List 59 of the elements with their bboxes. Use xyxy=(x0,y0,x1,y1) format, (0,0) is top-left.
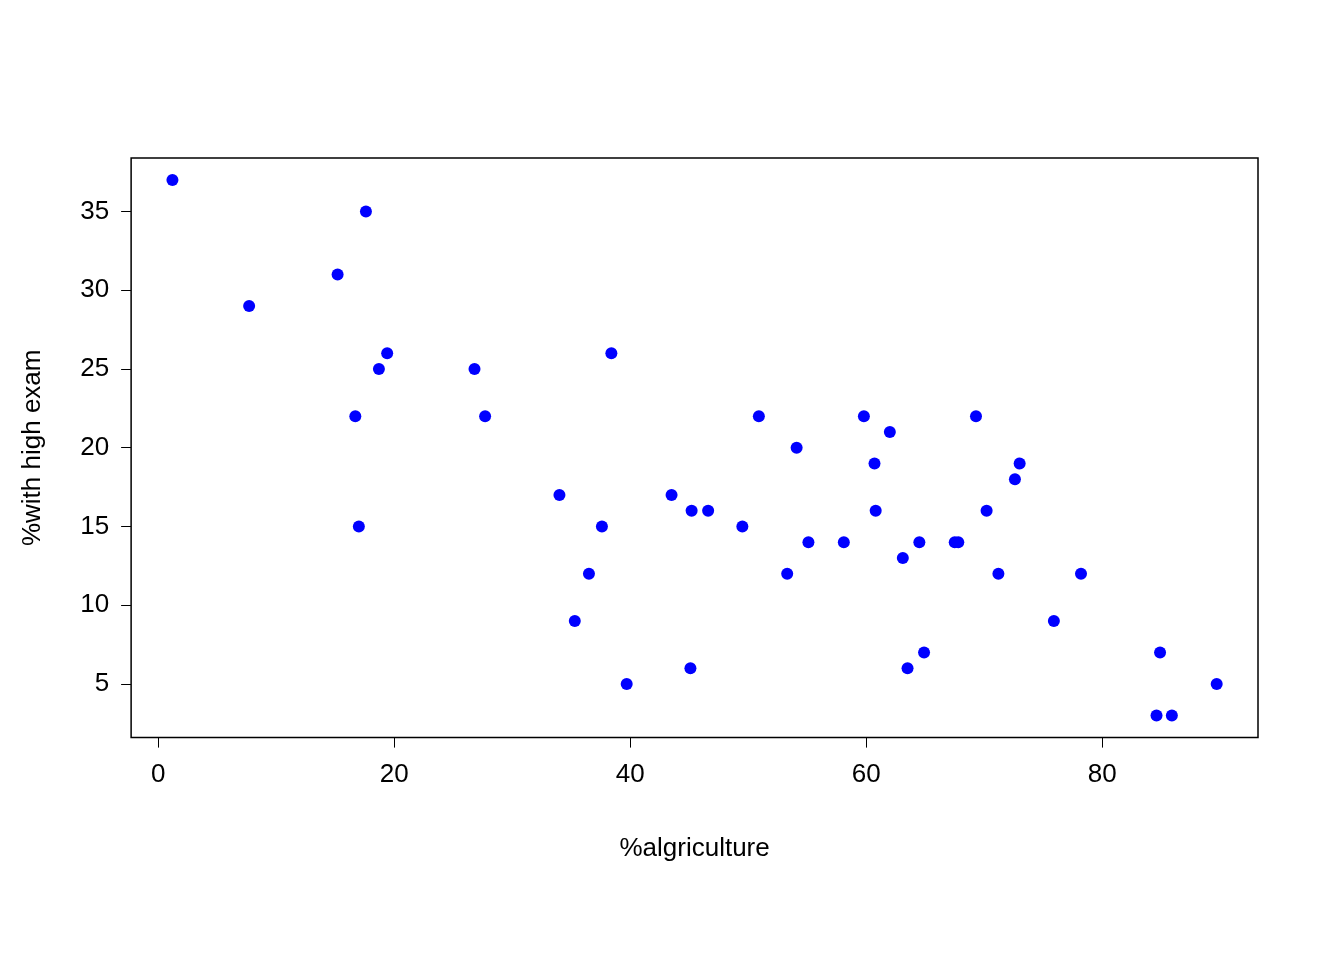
x-tick-label: 80 xyxy=(1087,758,1117,789)
point xyxy=(781,567,794,580)
point xyxy=(883,426,896,439)
point xyxy=(605,347,618,360)
point xyxy=(918,646,931,659)
x-tick-label: 20 xyxy=(379,758,409,789)
point xyxy=(479,410,492,423)
point xyxy=(1013,457,1026,470)
point xyxy=(857,410,870,423)
x-axis-title: %algriculture xyxy=(619,831,770,862)
point xyxy=(1047,615,1060,628)
point xyxy=(359,205,372,218)
point xyxy=(790,441,803,454)
x-tick-label: 0 xyxy=(151,758,166,789)
y-axis-title: %with high exam xyxy=(15,349,46,547)
point xyxy=(1075,567,1087,580)
point xyxy=(913,536,926,549)
point xyxy=(837,536,850,549)
point xyxy=(166,174,179,187)
point xyxy=(702,504,715,517)
point xyxy=(349,410,362,423)
point xyxy=(665,489,678,502)
y-tick-label: 25 xyxy=(80,352,110,383)
point xyxy=(243,300,256,313)
point xyxy=(553,489,566,502)
point xyxy=(1210,678,1223,691)
x-tick-label: 60 xyxy=(851,758,881,789)
x-tick-label: 40 xyxy=(615,758,645,789)
point xyxy=(1165,709,1178,722)
point xyxy=(352,520,365,533)
point xyxy=(868,457,881,470)
point xyxy=(1008,473,1021,486)
point xyxy=(372,363,385,376)
point xyxy=(980,504,993,517)
point xyxy=(869,504,882,517)
y-tick-label: 10 xyxy=(80,588,110,619)
y-tick-label: 15 xyxy=(80,509,110,540)
point xyxy=(595,520,608,533)
point xyxy=(736,520,749,533)
point xyxy=(620,678,633,691)
y-tick-label: 5 xyxy=(94,667,110,698)
point xyxy=(901,662,914,675)
y-tick-label: 30 xyxy=(80,273,110,304)
point xyxy=(381,347,394,360)
point xyxy=(896,552,909,565)
point xyxy=(1154,646,1167,659)
point xyxy=(1150,709,1163,722)
point xyxy=(568,615,581,628)
point xyxy=(684,662,697,675)
point xyxy=(331,268,344,281)
point xyxy=(992,567,1005,580)
y-tick-label: 35 xyxy=(80,194,110,225)
point xyxy=(969,410,982,423)
point xyxy=(752,410,765,423)
point xyxy=(468,363,481,376)
point xyxy=(582,567,595,580)
point xyxy=(685,504,698,517)
y-tick-label: 20 xyxy=(80,430,110,461)
point xyxy=(802,536,815,549)
